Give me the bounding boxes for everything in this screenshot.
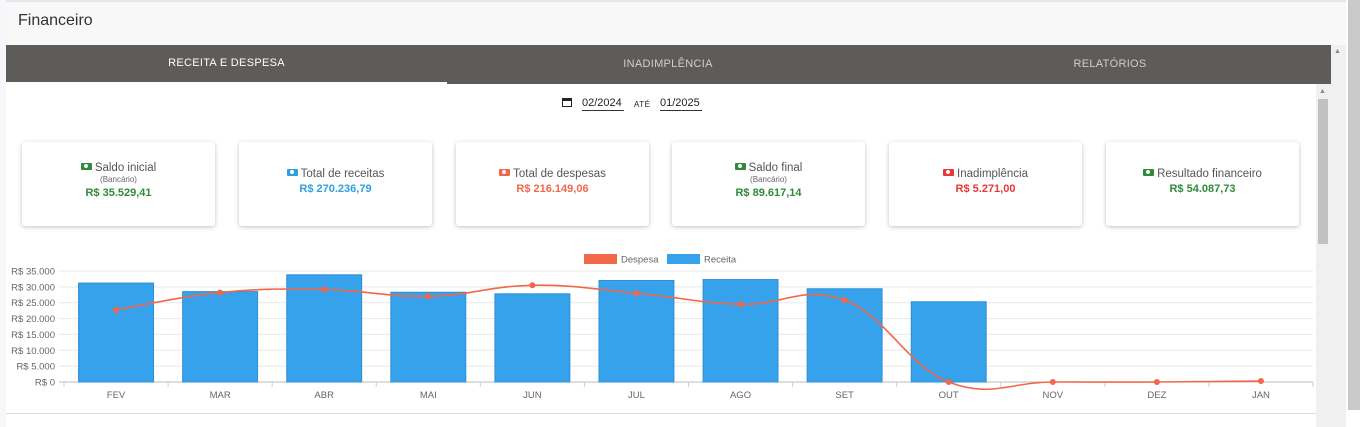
y-tick-label: R$ 5.000 <box>16 362 55 373</box>
window-scrollbar[interactable] <box>1346 0 1372 427</box>
x-tick-label: ABR <box>314 390 334 401</box>
x-tick-label: SET <box>835 390 854 401</box>
tab-relatorios[interactable]: RELATÓRIOS <box>1073 58 1147 70</box>
divider <box>6 413 1316 414</box>
tab-inadimplencia[interactable]: INADIMPLÊNCIA <box>623 58 713 70</box>
card-saldo-inicial: Saldo inicial (Bancário) R$ 35.529,41 <box>22 142 215 226</box>
receita-bar <box>910 301 987 383</box>
card-sublabel: (Bancário) <box>750 175 787 184</box>
receita-bar <box>598 280 675 383</box>
money-icon <box>943 169 955 176</box>
card-label: Resultado financeiro <box>1157 168 1262 180</box>
despesa-point <box>945 379 952 385</box>
scroll-up-arrow-icon[interactable]: ▲ <box>1334 48 1341 55</box>
card-resultado-financeiro: Resultado financeiro R$ 54.087,73 <box>1106 142 1299 226</box>
x-tick-label: NOV <box>1042 390 1063 401</box>
despesa-point <box>633 290 640 297</box>
x-tick-label: OUT <box>939 390 959 401</box>
active-tab-indicator <box>6 82 447 84</box>
legend-label-receita: Receita <box>704 255 737 266</box>
receita-bar <box>494 293 571 383</box>
despesa-point <box>1049 379 1056 385</box>
x-tick-label: DEZ <box>1147 390 1166 401</box>
x-tick-label: AGO <box>730 390 751 401</box>
despesa-point <box>737 301 744 308</box>
x-tick-label: JAN <box>1252 390 1270 401</box>
x-tick-label: FEV <box>107 390 126 401</box>
outer-scrollbar[interactable]: ▲ <box>1331 45 1346 427</box>
card-label: Total de despesas <box>513 168 606 180</box>
tab-receita-despesa[interactable]: RECEITA E DESPESA <box>168 57 285 69</box>
x-tick-label: JUL <box>628 390 645 401</box>
card-value: R$ 35.529,41 <box>85 187 152 199</box>
card-total-receitas: Total de receitas R$ 270.236,79 <box>239 142 432 226</box>
y-tick-label: R$ 20.000 <box>11 314 55 325</box>
card-label: Total de receitas <box>300 168 385 180</box>
tab-bar: RECEITA E DESPESA INADIMPLÊNCIA RELATÓRI… <box>6 45 1331 84</box>
x-tick-label: JUN <box>523 390 542 401</box>
card-total-despesas: Total de despesas R$ 216.149,06 <box>456 142 649 226</box>
card-sublabel: (Bancário) <box>100 175 137 184</box>
date-to-field[interactable]: 01/2025 <box>660 97 702 111</box>
receita-bar <box>182 291 259 383</box>
date-separator: ATÉ <box>634 100 651 109</box>
x-tick-label: MAI <box>420 390 437 401</box>
card-label: Saldo inicial <box>94 162 157 174</box>
despesa-point <box>1257 378 1264 385</box>
money-icon <box>80 163 92 170</box>
card-value: R$ 216.149,06 <box>516 183 589 195</box>
card-value: R$ 270.236,79 <box>299 183 372 195</box>
money-icon <box>734 163 746 170</box>
despesa-point <box>529 282 536 289</box>
receita-bar <box>78 282 155 383</box>
card-value: R$ 5.271,00 <box>955 183 1016 195</box>
card-value: R$ 54.087,73 <box>1169 183 1236 195</box>
money-icon <box>1143 169 1155 176</box>
scroll-up-arrow-icon[interactable]: ▲ <box>1319 88 1326 95</box>
main-content: 02/2024 ATÉ 01/2025 Saldo inicial (Bancá… <box>6 84 1316 427</box>
y-tick-label: R$ 10.000 <box>11 346 55 357</box>
despesa-point <box>217 289 224 296</box>
date-from-field[interactable]: 02/2024 <box>582 97 624 111</box>
y-tick-label: R$ 35.000 <box>11 267 55 278</box>
y-tick-label: R$ 15.000 <box>11 330 55 341</box>
despesa-point <box>1153 379 1160 385</box>
calendar-icon[interactable] <box>562 98 572 107</box>
money-icon <box>286 169 298 176</box>
receita-bar <box>286 274 363 383</box>
despesa-point <box>113 307 120 314</box>
despesa-point <box>841 297 848 304</box>
receita-bar <box>806 288 883 383</box>
y-tick-label: R$ 25.000 <box>11 298 55 309</box>
despesa-point <box>321 286 328 293</box>
y-tick-label: R$ 0 <box>35 378 55 389</box>
despesa-line <box>115 284 1261 391</box>
x-tick-label: MAR <box>210 390 231 401</box>
receita-bar <box>390 291 467 383</box>
page-header: Financeiro <box>6 0 1346 46</box>
legend-swatch-despesa <box>584 254 617 264</box>
despesa-point <box>425 293 432 300</box>
page-title: Financeiro <box>18 12 93 29</box>
card-inadimplencia: Inadimplência R$ 5.271,00 <box>889 142 1082 226</box>
receita-bar <box>702 279 779 383</box>
card-label: Saldo final <box>748 162 803 174</box>
legend-label-despesa: Despesa <box>621 255 659 266</box>
card-value: R$ 89.617,14 <box>735 187 802 199</box>
scrollbar-thumb[interactable] <box>1318 99 1328 244</box>
receita-despesa-chart: R$ 35.000 R$ 30.000 R$ 25.000 R$ 20.000 R$ 1… <box>11 254 1314 401</box>
card-label: Inadimplência <box>957 168 1028 180</box>
legend-swatch-receita <box>667 254 700 264</box>
y-tick-label: R$ 30.000 <box>11 282 55 293</box>
money-icon <box>499 169 511 176</box>
content-scrollbar[interactable]: ▲ <box>1316 84 1331 427</box>
card-saldo-final: Saldo final (Bancário) R$ 89.617,14 <box>672 142 865 226</box>
